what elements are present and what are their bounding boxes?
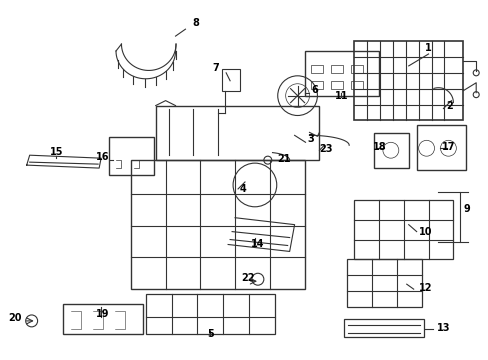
Text: 17: 17 — [441, 142, 454, 152]
Text: 4: 4 — [240, 184, 246, 194]
Text: 2: 2 — [446, 100, 452, 111]
Text: 14: 14 — [251, 239, 264, 249]
Text: 10: 10 — [418, 226, 431, 237]
Bar — [304, 51, 378, 96]
Bar — [344, 319, 423, 337]
Bar — [353, 200, 452, 260]
Bar — [353, 41, 462, 121]
Bar — [331, 65, 343, 73]
Text: 11: 11 — [334, 91, 347, 101]
Bar — [145, 294, 274, 334]
Bar — [373, 133, 408, 168]
Text: 15: 15 — [50, 147, 63, 157]
Text: 5: 5 — [206, 329, 213, 339]
Text: 22: 22 — [241, 273, 254, 283]
Bar — [155, 105, 319, 160]
Text: 8: 8 — [192, 18, 199, 28]
Text: 19: 19 — [96, 309, 110, 319]
Bar — [346, 260, 421, 307]
Bar — [331, 81, 343, 89]
Text: 13: 13 — [436, 323, 449, 333]
Text: 18: 18 — [372, 142, 386, 152]
Text: 1: 1 — [425, 43, 431, 53]
Bar — [350, 65, 362, 73]
Bar — [311, 81, 323, 89]
Bar — [63, 304, 142, 334]
Text: 16: 16 — [95, 152, 109, 162]
Bar — [109, 137, 153, 175]
Text: 6: 6 — [311, 85, 318, 95]
Bar — [131, 160, 304, 289]
Text: 3: 3 — [307, 134, 314, 144]
Text: 12: 12 — [418, 283, 431, 293]
Bar — [416, 125, 466, 170]
Bar — [222, 69, 240, 91]
Text: 20: 20 — [8, 313, 21, 323]
Text: 9: 9 — [462, 204, 469, 214]
Bar — [350, 81, 362, 89]
Text: 21: 21 — [277, 154, 291, 164]
Text: 7: 7 — [212, 63, 219, 73]
Bar — [311, 65, 323, 73]
Text: 23: 23 — [319, 144, 332, 154]
